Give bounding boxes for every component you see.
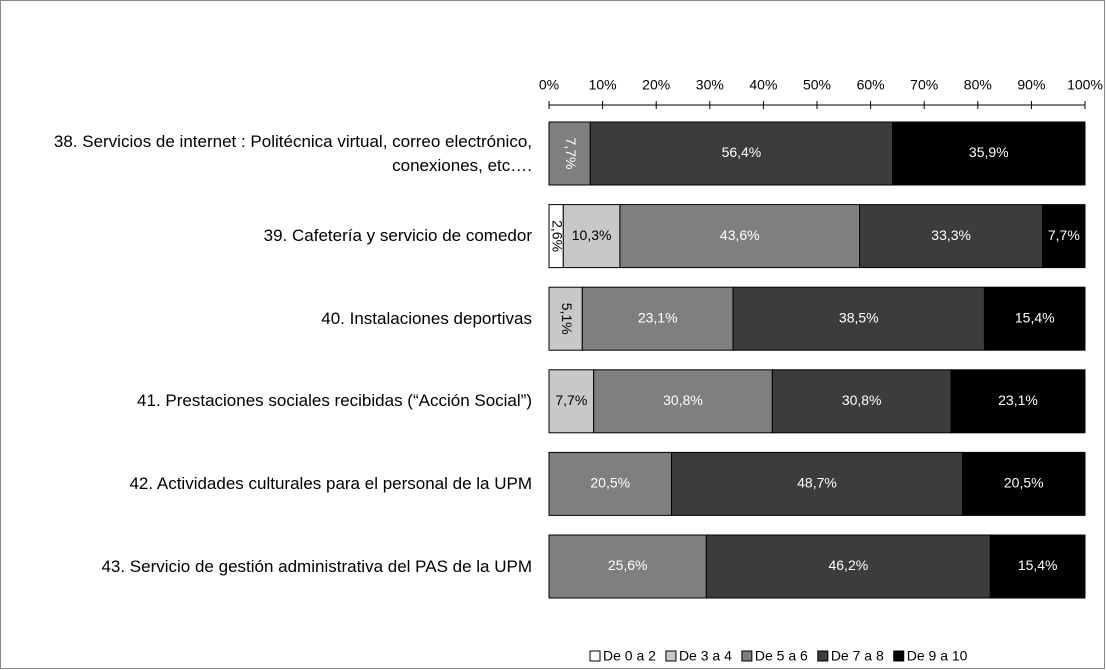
- x-tick-label: 80%: [964, 77, 992, 93]
- value-label: 35,9%: [969, 144, 1009, 160]
- value-label: 15,4%: [1015, 309, 1055, 325]
- value-label: 7,7%: [563, 138, 579, 170]
- x-tick-label: 60%: [857, 77, 885, 93]
- value-label: 20,5%: [590, 475, 630, 491]
- value-label: 48,7%: [797, 475, 837, 491]
- bar-segment: [548, 451, 672, 516]
- value-label: 33,3%: [931, 227, 971, 243]
- legend-swatch: [817, 650, 829, 662]
- legend: De 0 a 2 De 3 a 4 De 5 a 6 De 7 a 8 De 9 a 1…: [589, 648, 968, 664]
- legend-label: De 7 a 8: [831, 648, 884, 664]
- value-label: 30,8%: [842, 392, 882, 408]
- bar-segment: [962, 451, 1086, 516]
- bar-segment: [705, 534, 991, 599]
- category-label: 42. Actividades culturales para el perso…: [129, 473, 532, 493]
- value-label: 25,6%: [608, 557, 648, 573]
- x-tick-label: 20%: [642, 77, 670, 93]
- value-label: 15,4%: [1018, 557, 1058, 573]
- x-tick-label: 90%: [1017, 77, 1045, 93]
- category-label: 38. Servicios de internet : Politécnica …: [53, 131, 532, 175]
- legend-swatch: [893, 650, 905, 662]
- bar-segment: [989, 534, 1086, 599]
- value-label: 7,7%: [1048, 227, 1080, 243]
- legend-swatch: [665, 650, 677, 662]
- bar-segment: [548, 369, 595, 434]
- x-tick-label: 70%: [910, 77, 938, 93]
- value-label: 38,5%: [839, 309, 879, 325]
- bar-segment: [670, 451, 964, 516]
- bar-segment: [581, 286, 734, 351]
- x-tick-label: 100%: [1067, 77, 1103, 93]
- category-label: 39. Cafetería y servicio de comedor: [263, 226, 532, 246]
- x-tick-label: 40%: [749, 77, 777, 93]
- bar-segment: [950, 369, 1086, 434]
- value-label: 23,1%: [998, 392, 1038, 408]
- bar-segment: [732, 286, 985, 351]
- legend-label: De 0 a 2: [603, 648, 656, 664]
- category-label: 41. Prestaciones sociales recibidas (“Ac…: [137, 391, 532, 411]
- bar-segment: [548, 121, 591, 186]
- value-label: 23,1%: [638, 309, 678, 325]
- value-label: 56,4%: [722, 144, 762, 160]
- legend-label: De 9 a 10: [907, 648, 968, 664]
- bar-segment: [619, 204, 861, 269]
- category-label: 43. Servicio de gestión administrativa d…: [101, 556, 532, 576]
- bar-segment: [859, 204, 1044, 269]
- legend-label: De 5 a 6: [755, 648, 808, 664]
- legend-label: De 3 a 4: [679, 648, 732, 664]
- bar-segment: [892, 121, 1086, 186]
- value-label: 2,6%: [549, 220, 565, 252]
- category-label: 40. Instalaciones deportivas: [321, 308, 532, 328]
- bar-segment: [548, 286, 583, 351]
- bar-segment: [1042, 204, 1086, 269]
- value-label: 30,8%: [663, 392, 703, 408]
- legend-swatch: [589, 650, 601, 662]
- value-label: 10,3%: [572, 227, 612, 243]
- value-label: 5,1%: [559, 303, 575, 335]
- bar-segment: [983, 286, 1086, 351]
- x-tick-label: 0%: [539, 77, 559, 93]
- x-tick-label: 30%: [696, 77, 724, 93]
- value-label: 20,5%: [1004, 475, 1044, 491]
- x-tick-label: 10%: [589, 77, 617, 93]
- bar-segment: [589, 121, 894, 186]
- value-label: 43,6%: [720, 227, 760, 243]
- x-tick-label: 50%: [803, 77, 831, 93]
- value-label: 7,7%: [555, 392, 587, 408]
- value-label: 46,2%: [828, 557, 868, 573]
- legend-swatch: [741, 650, 753, 662]
- bar-segment: [562, 204, 621, 269]
- bar-segment: [771, 369, 952, 434]
